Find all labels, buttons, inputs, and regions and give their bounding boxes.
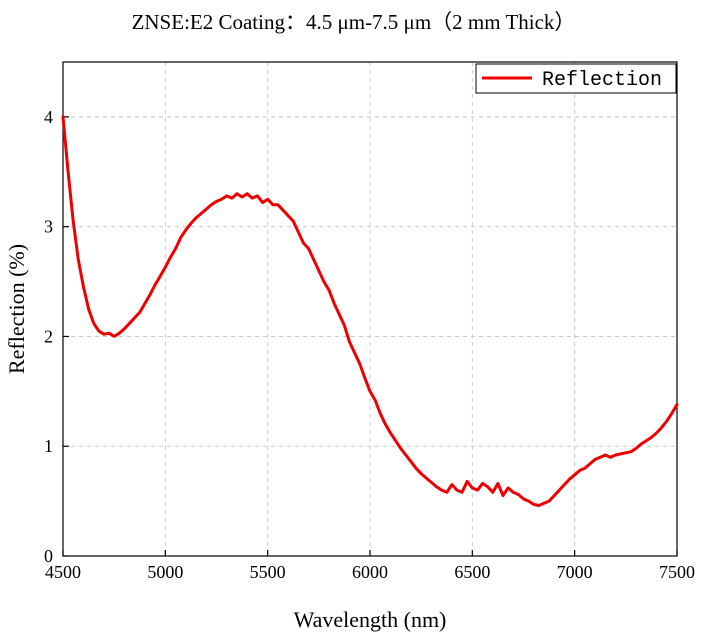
legend-box (475, 63, 677, 94)
x-tick-label: 4500 (45, 562, 81, 582)
axis-ticks: 4500 5000 5500 6000 6500 7000 7500 0 1 2 3 4 (44, 107, 695, 582)
x-tick-label: 7000 (557, 562, 593, 582)
y-tick-label: 0 (44, 546, 53, 566)
x-tick-label: 6000 (352, 562, 388, 582)
series-layer (61, 115, 679, 507)
series-line-reflection (61, 115, 679, 507)
y-axis-title: Reflection (%) (4, 244, 29, 374)
y-tick-label: 3 (44, 217, 53, 237)
grid-lines (63, 62, 677, 556)
y-tick-label: 4 (44, 107, 53, 127)
x-tick-label: 6500 (454, 562, 490, 582)
y-tick-label: 2 (44, 326, 53, 346)
x-tick-label: 7500 (659, 562, 695, 582)
legend: Reflection (475, 63, 677, 94)
x-tick-label: 5000 (147, 562, 183, 582)
x-axis-title: Wavelength (nm) (294, 607, 447, 632)
x-tick-label: 5500 (250, 562, 286, 582)
chart-title: ZNSE:E2 Coating：4.5 μm-7.5 μm（2 mm Thick… (131, 10, 576, 34)
legend-label: Reflection (542, 69, 662, 92)
y-tick-label: 1 (44, 436, 53, 456)
